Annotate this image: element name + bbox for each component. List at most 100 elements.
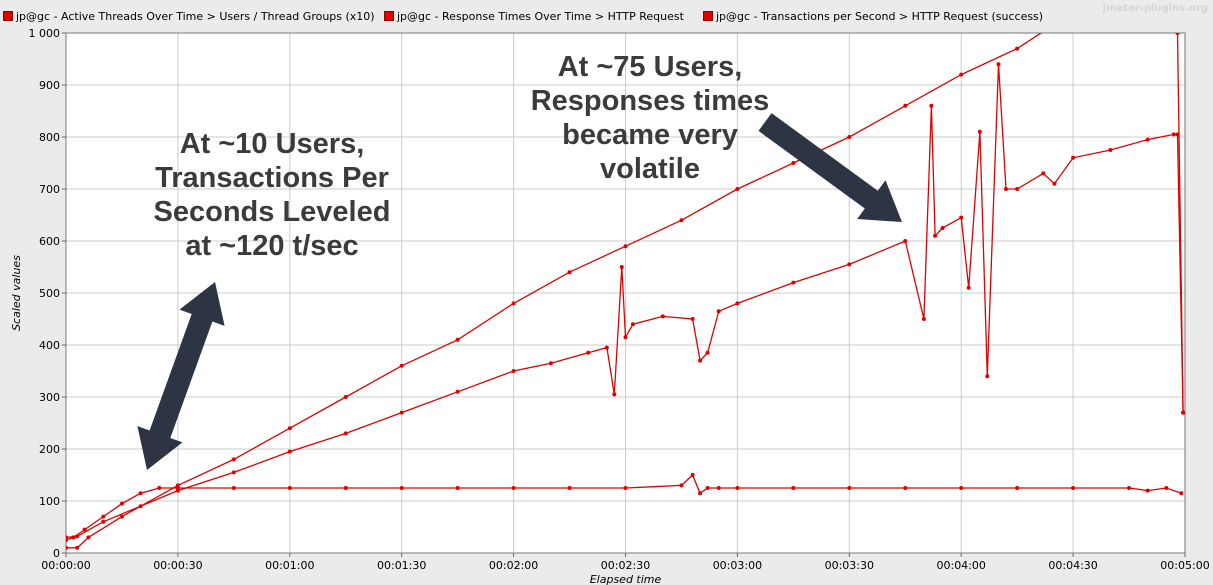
data-point-transactions bbox=[847, 486, 852, 490]
y-tick-label: 300 bbox=[39, 391, 60, 404]
data-point-transactions bbox=[1015, 486, 1020, 490]
legend-item-response-times: jp@gc - Response Times Over Time > HTTP … bbox=[384, 9, 684, 23]
data-point-active-threads bbox=[86, 535, 91, 540]
y-tick-label: 600 bbox=[39, 235, 60, 248]
annotation-right-line-3: became very bbox=[562, 119, 738, 151]
x-tick-label: 00:01:30 bbox=[377, 559, 426, 572]
data-point-active-threads bbox=[119, 514, 124, 519]
y-tick-label: 800 bbox=[39, 131, 60, 144]
data-point-active-threads bbox=[959, 72, 964, 77]
data-point-transactions bbox=[71, 535, 76, 540]
data-point-active-threads bbox=[287, 426, 292, 431]
data-point-transactions bbox=[138, 491, 143, 496]
annotation-left-line-2: Transactions Per bbox=[155, 162, 389, 194]
x-tick-label: 00:04:30 bbox=[1048, 559, 1097, 572]
legend-label-active-threads: jp@gc - Active Threads Over Time > Users… bbox=[16, 9, 375, 23]
annotation-left-line-3: Seconds Leveled bbox=[153, 196, 391, 228]
data-point-active-threads bbox=[75, 545, 80, 550]
data-point-active-threads bbox=[1015, 46, 1020, 51]
x-tick-label: 00:04:00 bbox=[936, 559, 985, 572]
data-point-response-times bbox=[705, 350, 710, 355]
series-line-response-times bbox=[66, 64, 1184, 539]
annotation-left-line-4: at ~120 t/sec bbox=[185, 230, 359, 262]
data-point-transactions bbox=[903, 486, 908, 490]
data-point-response-times bbox=[101, 519, 106, 524]
y-tick-label: 700 bbox=[39, 183, 60, 196]
data-point-response-times bbox=[847, 262, 852, 267]
chart-legend: jp@gc - Active Threads Over Time > Users… bbox=[0, 0, 1213, 30]
watermark: jmeter-plugins.org bbox=[1102, 3, 1208, 14]
data-point-transactions bbox=[716, 486, 721, 490]
data-point-transactions bbox=[567, 486, 572, 490]
data-point-response-times bbox=[623, 335, 628, 340]
y-tick-label: 200 bbox=[39, 443, 60, 456]
legend-swatch-response-times bbox=[384, 11, 394, 21]
data-point-response-times bbox=[1108, 148, 1113, 152]
data-point-response-times bbox=[1041, 171, 1046, 176]
data-point-transactions bbox=[959, 486, 964, 490]
data-point-transactions bbox=[511, 486, 516, 490]
data-point-active-threads bbox=[455, 337, 460, 342]
y-tick-label: 100 bbox=[39, 495, 60, 508]
legend-item-transactions: jp@gc - Transactions per Second > HTTP R… bbox=[703, 9, 1043, 23]
data-point-transactions bbox=[157, 486, 162, 490]
data-point-response-times bbox=[977, 129, 982, 134]
arrow-tps-annotation bbox=[137, 282, 225, 470]
data-point-active-threads bbox=[66, 545, 68, 550]
annotation-response-volatile: At ~75 Users, Responses times became ver… bbox=[500, 50, 800, 186]
data-point-transactions bbox=[1127, 486, 1132, 490]
data-point-transactions bbox=[399, 486, 404, 490]
data-point-response-times bbox=[287, 449, 292, 454]
data-point-response-times bbox=[612, 392, 617, 397]
legend-label-transactions: jp@gc - Transactions per Second > HTTP R… bbox=[716, 9, 1044, 23]
y-axis-label: Scaled values bbox=[10, 255, 23, 331]
data-point-active-threads bbox=[567, 270, 572, 275]
annotation-right-line-1: At ~75 Users, bbox=[557, 51, 743, 83]
data-point-transactions bbox=[1071, 486, 1076, 490]
x-tick-label: 00:05:00 bbox=[1160, 559, 1209, 572]
data-point-response-times bbox=[1071, 155, 1076, 160]
legend-swatch-active-threads bbox=[3, 11, 13, 21]
legend-item-active-threads: jp@gc - Active Threads Over Time > Users… bbox=[3, 9, 375, 23]
data-point-response-times bbox=[455, 389, 460, 394]
data-point-transactions bbox=[1164, 486, 1169, 490]
data-point-active-threads bbox=[847, 135, 852, 139]
data-point-response-times bbox=[698, 358, 703, 363]
data-point-response-times bbox=[996, 62, 1001, 67]
y-tick-label: 400 bbox=[39, 339, 60, 352]
data-point-transactions bbox=[175, 486, 180, 490]
data-point-transactions bbox=[287, 486, 292, 490]
y-tick-label: 900 bbox=[39, 79, 60, 92]
legend-label-response-times: jp@gc - Response Times Over Time > HTTP … bbox=[397, 9, 684, 23]
annotation-tps-leveled: At ~10 Users, Transactions Per Seconds L… bbox=[122, 127, 422, 263]
data-point-active-threads bbox=[231, 457, 236, 462]
series-line-transactions bbox=[66, 473, 1182, 541]
data-point-active-threads bbox=[903, 103, 908, 108]
data-point-active-threads bbox=[343, 395, 348, 399]
data-point-response-times bbox=[1175, 132, 1180, 137]
annotation-right-line-4: volatile bbox=[600, 153, 700, 185]
data-point-active-threads bbox=[511, 301, 516, 306]
data-point-active-threads bbox=[679, 218, 684, 223]
data-point-response-times bbox=[660, 314, 665, 319]
y-tick-label: 0 bbox=[53, 547, 60, 560]
y-tick-label: 500 bbox=[39, 287, 60, 300]
data-point-transactions bbox=[119, 501, 124, 506]
data-point-response-times bbox=[548, 361, 553, 366]
data-point-transactions bbox=[690, 473, 695, 477]
x-tick-label: 00:03:00 bbox=[713, 559, 762, 572]
legend-swatch-transactions bbox=[703, 11, 713, 21]
data-point-response-times bbox=[735, 301, 740, 306]
data-point-active-threads bbox=[1175, 33, 1180, 35]
annotation-left-line-1: At ~10 Users, bbox=[179, 128, 365, 160]
data-point-response-times bbox=[716, 309, 721, 314]
data-point-response-times bbox=[1171, 132, 1176, 137]
data-point-response-times bbox=[1145, 137, 1150, 142]
data-point-transactions bbox=[1145, 488, 1150, 493]
data-point-response-times bbox=[690, 317, 695, 321]
data-point-response-times bbox=[586, 350, 591, 355]
data-point-response-times bbox=[933, 233, 938, 238]
data-point-response-times bbox=[1052, 181, 1057, 186]
data-point-response-times bbox=[903, 239, 908, 243]
data-point-response-times bbox=[985, 374, 990, 379]
